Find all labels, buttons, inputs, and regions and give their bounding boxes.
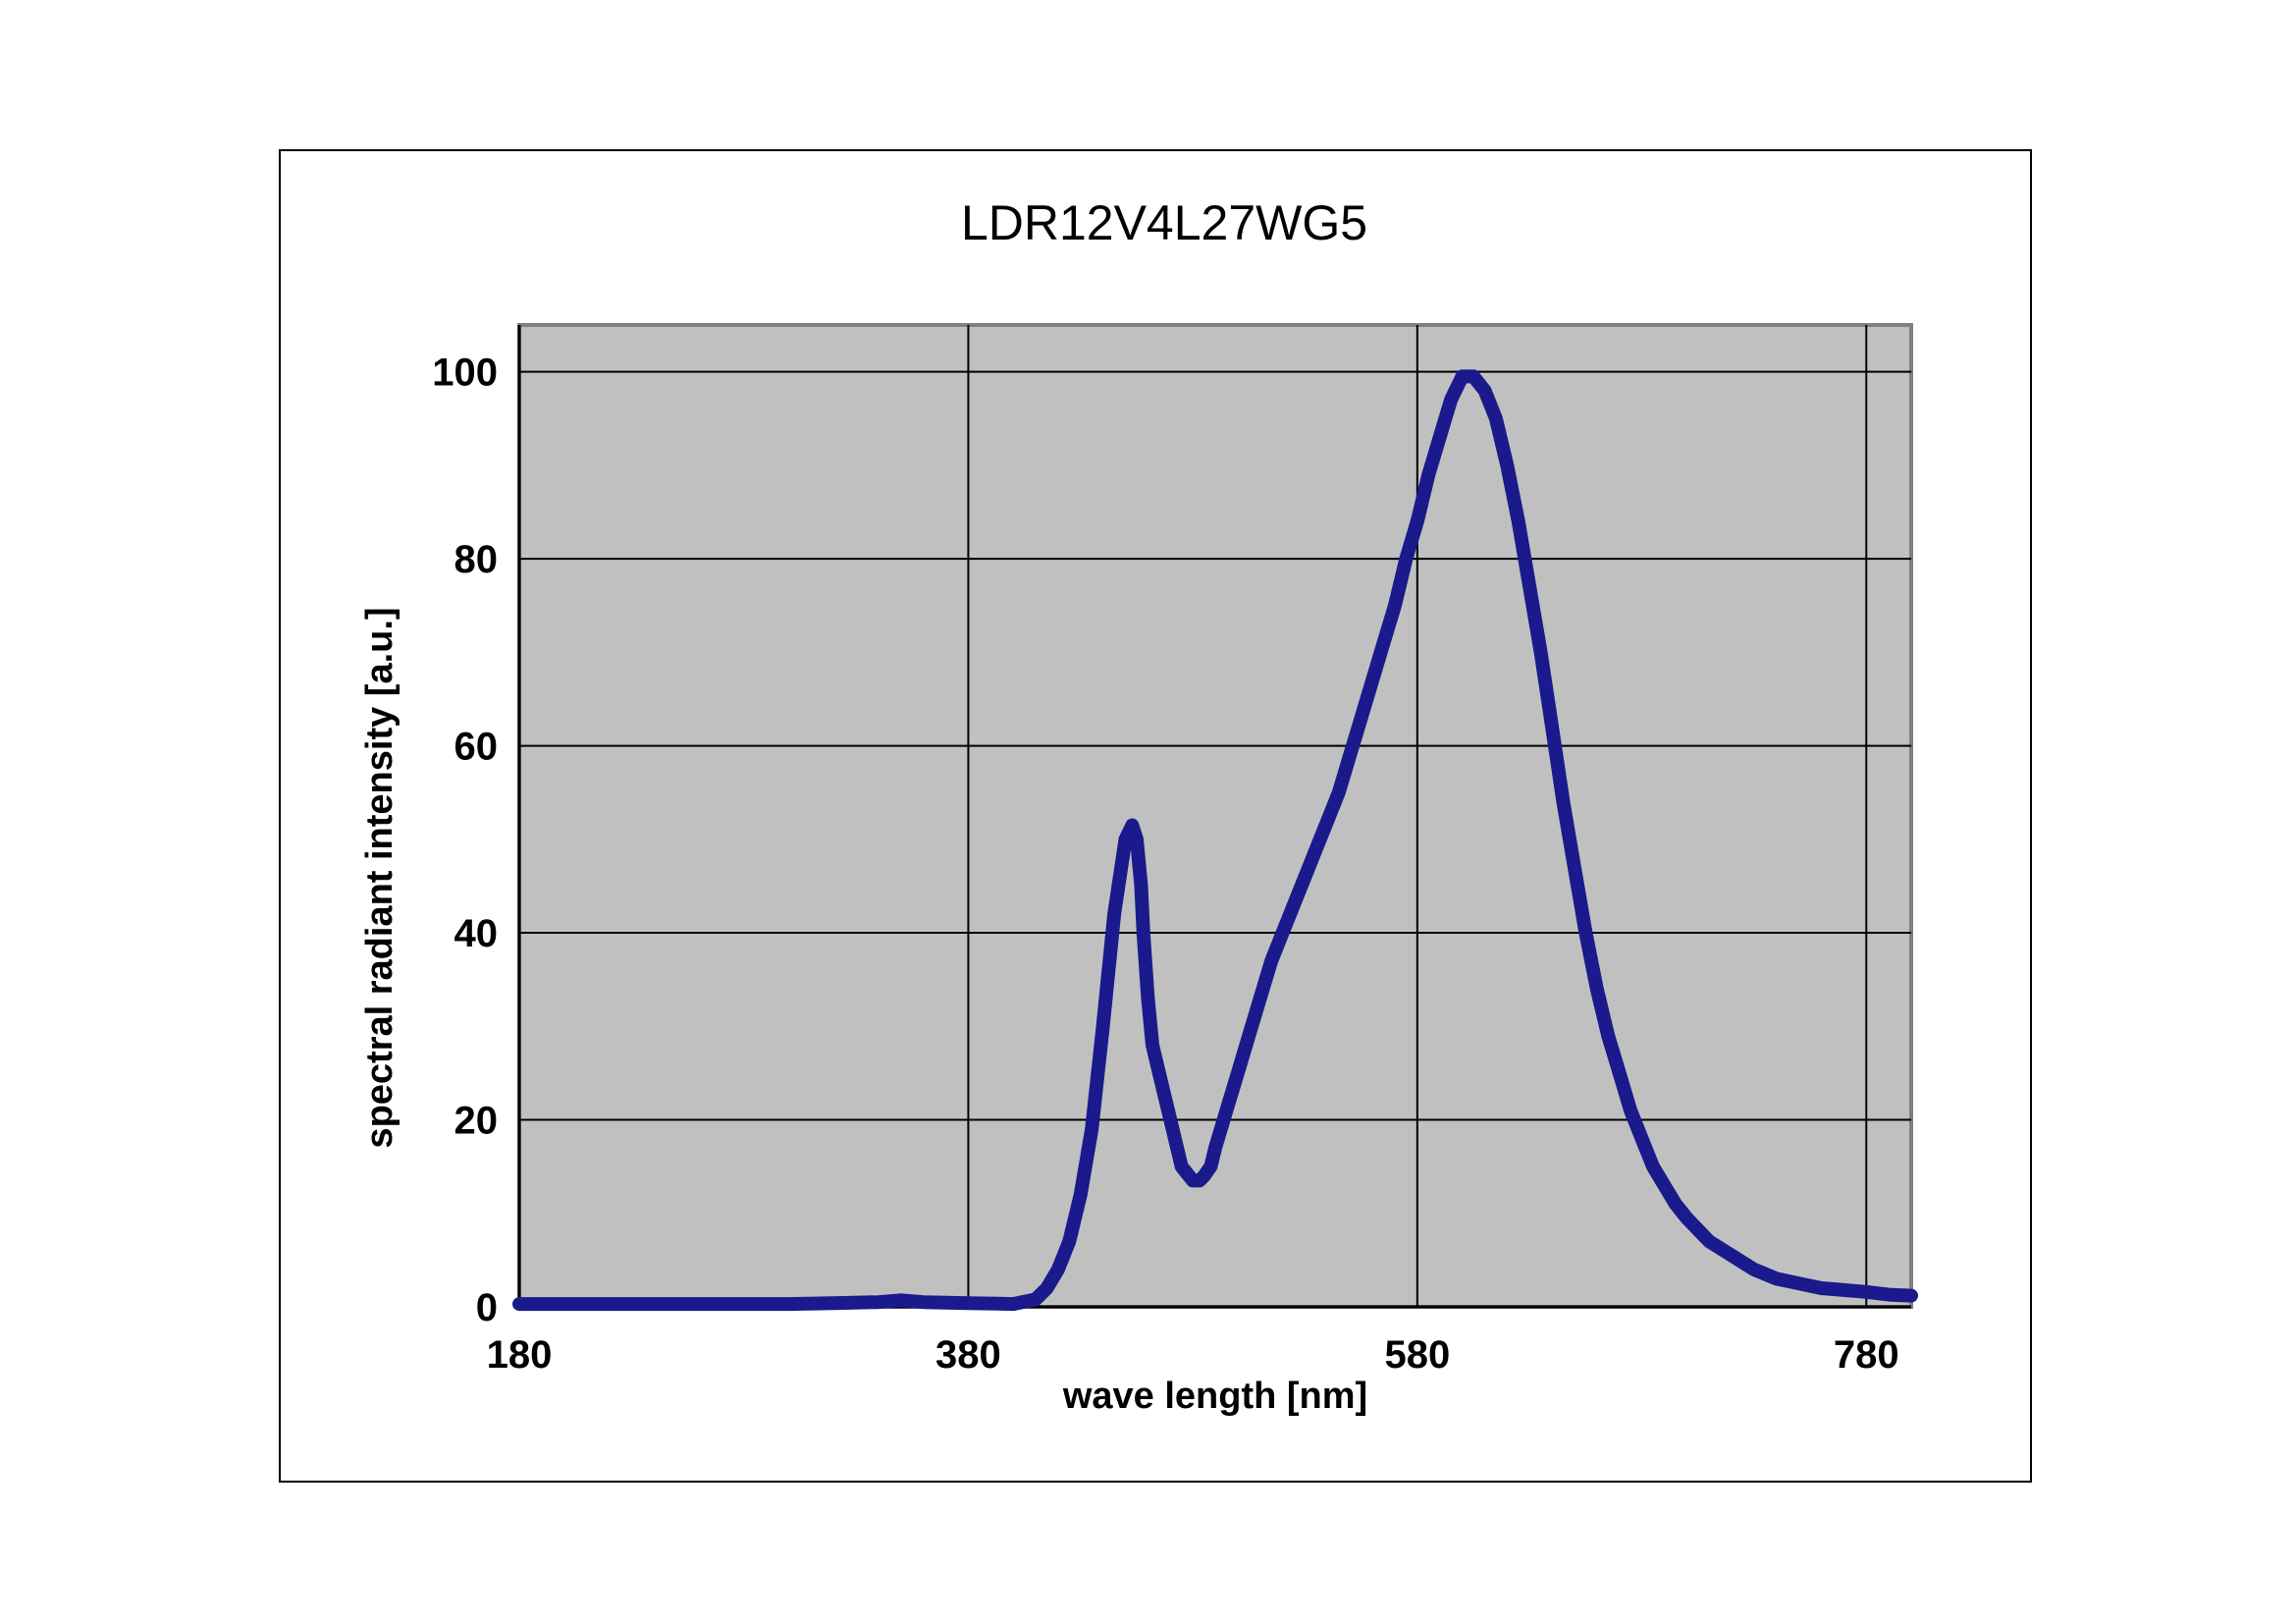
y-tick-label: 0 bbox=[476, 1286, 498, 1329]
x-axis-label: wave length [nm] bbox=[1062, 1376, 1367, 1417]
y-axis-ticks: 0 20 40 60 80 100 bbox=[432, 352, 498, 1329]
spectrum-series-line bbox=[512, 369, 1918, 1312]
chart-svg: LDR12V4L27WG5 180 380 580 780 020406080100 … bbox=[359, 195, 1918, 1417]
y-axis-label: spectral radiant intensity [a.u.] bbox=[359, 607, 400, 1148]
x-axis-ticks: 180 380 580 780 bbox=[487, 1333, 1899, 1377]
x-tick-label: 380 bbox=[935, 1333, 1001, 1377]
x-tick-label: 580 bbox=[1384, 1333, 1450, 1377]
y-tick-label: 80 bbox=[454, 538, 499, 581]
x-tick-label: 780 bbox=[1834, 1333, 1899, 1377]
y-tick-label: 100 bbox=[432, 352, 498, 395]
y-tick-label: 20 bbox=[454, 1100, 499, 1143]
x-tick-label: 180 bbox=[487, 1333, 553, 1377]
chart-title: LDR12V4L27WG5 bbox=[961, 195, 1367, 250]
y-tick-label: 60 bbox=[454, 726, 499, 769]
chart-frame: LDR12V4L27WG5 180 380 580 780 0 20 40 60 80 100 … bbox=[279, 149, 2032, 1483]
series-group bbox=[512, 369, 1918, 1312]
y-tick-label: 40 bbox=[454, 912, 499, 955]
